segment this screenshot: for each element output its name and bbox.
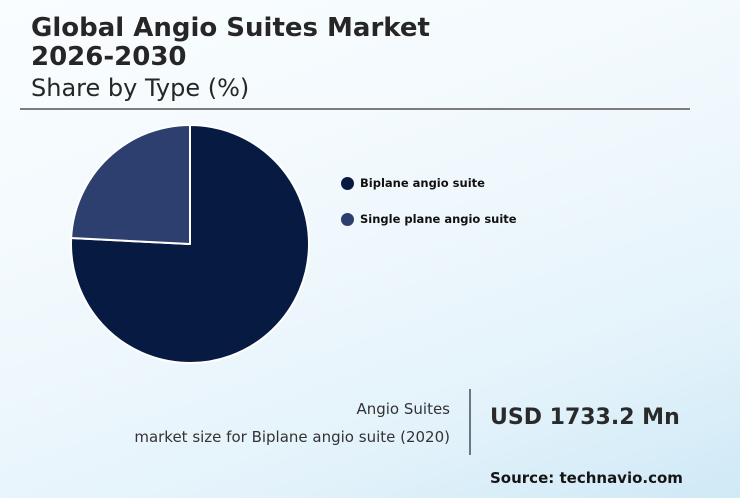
kpi-divider: [469, 389, 471, 455]
kpi-value: USD 1733.2 Mn: [490, 405, 680, 430]
kpi-label-market: Angio Suites: [356, 400, 450, 418]
chart-title: Global Angio Suites Market 2026-2030: [31, 14, 430, 72]
legend-item-single-plane: Single plane angio suite: [341, 210, 517, 228]
legend-label: Single plane angio suite: [360, 212, 517, 226]
title-line-1: Global Angio Suites Market: [31, 13, 430, 43]
legend: Biplane angio suite Single plane angio s…: [341, 174, 517, 246]
legend-label: Biplane angio suite: [360, 176, 485, 190]
source-credit: Source: technavio.com: [490, 469, 683, 487]
title-line-2: 2026-2030: [31, 42, 187, 72]
pie-slice-single-plane: [70, 124, 191, 245]
kpi-label-description: market size for Biplane angio suite (202…: [134, 428, 450, 446]
chart-subtitle: Share by Type (%): [31, 74, 250, 102]
header-divider: [20, 108, 690, 110]
legend-dot-icon: [341, 212, 354, 226]
legend-dot-icon: [341, 176, 354, 190]
legend-item-biplane: Biplane angio suite: [341, 174, 517, 192]
pie-chart: [70, 124, 310, 364]
